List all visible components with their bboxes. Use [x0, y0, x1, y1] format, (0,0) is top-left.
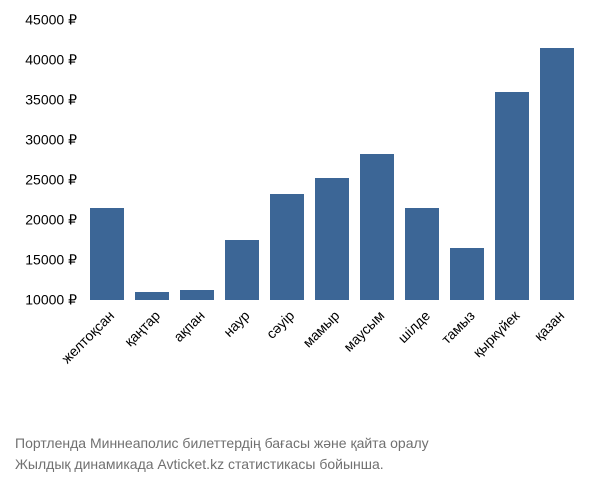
y-tick-label: 30000 ₽	[25, 132, 77, 149]
x-tick-label: шілде	[394, 307, 433, 346]
bar	[405, 208, 439, 300]
plot-area	[85, 20, 585, 300]
bar	[540, 48, 574, 300]
y-tick-label: 15000 ₽	[25, 252, 77, 269]
y-axis: 10000 ₽15000 ₽20000 ₽25000 ₽30000 ₽35000…	[0, 20, 85, 300]
bar	[135, 292, 169, 300]
chart-container: 10000 ₽ 15000 ₽ 20000 ₽ 25000 ₽ 30000 ₽ 35000…	[0, 20, 600, 360]
caption-line-2: Жылдық динамикада Avticket.kz статистика…	[15, 454, 585, 475]
bar	[90, 208, 124, 300]
chart-caption: Портленда Миннеаполис билеттердің бағасы…	[15, 433, 585, 475]
bar	[270, 194, 304, 300]
bar	[360, 154, 394, 300]
bar	[450, 248, 484, 300]
bar	[495, 92, 529, 300]
x-tick-label: маусым	[340, 307, 387, 354]
y-tick-label: 45000 ₽	[25, 12, 77, 29]
y-tick-label: 25000 ₽	[25, 172, 77, 189]
x-tick-label: мамыр	[300, 307, 343, 350]
y-tick-label: 20000 ₽	[25, 212, 77, 229]
x-tick-label: қазан	[531, 307, 568, 344]
bar	[315, 178, 349, 300]
y-tick-label: 40000 ₽	[25, 52, 77, 69]
x-tick-label: желтоқсан	[59, 307, 118, 366]
x-tick-label: тамыз	[438, 307, 478, 347]
x-tick-label: сәуір	[263, 307, 297, 341]
x-tick-label: қаңтар	[121, 307, 163, 349]
bar	[225, 240, 259, 300]
caption-line-1: Портленда Миннеаполис билеттердің бағасы…	[15, 433, 585, 454]
x-tick-label: қыркүйек	[470, 307, 523, 360]
x-tick-label: наур	[220, 307, 253, 340]
x-axis-labels: желтоқсанқаңтарақпаннаурсәуірмамырмаусым…	[85, 305, 585, 425]
y-tick-label: 10000 ₽	[25, 292, 77, 309]
y-tick-label: 35000 ₽	[25, 92, 77, 109]
bar	[180, 290, 214, 300]
x-tick-label: ақпан	[170, 307, 207, 344]
